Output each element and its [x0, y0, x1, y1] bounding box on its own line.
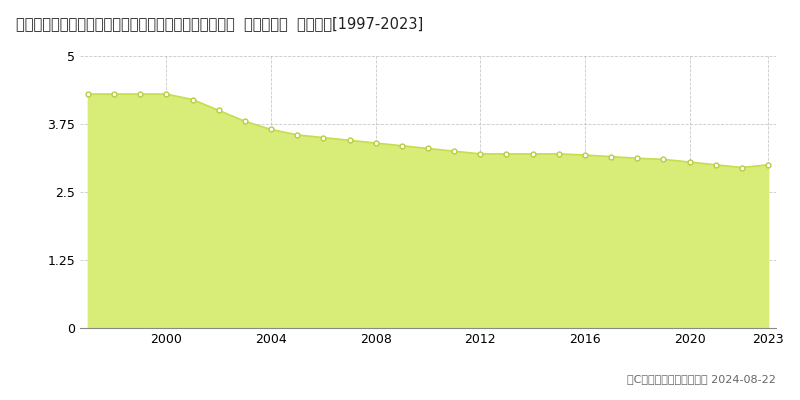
Text: （C）土地価格ドットコム 2024-08-22: （C）土地価格ドットコム 2024-08-22 — [627, 374, 776, 384]
Text: 福島県南会津郡下郷町大字湯野上字居平乙７２９番イ外  基準地価格  地価推移[1997-2023]: 福島県南会津郡下郷町大字湯野上字居平乙７２９番イ外 基準地価格 地価推移[199… — [16, 16, 423, 31]
